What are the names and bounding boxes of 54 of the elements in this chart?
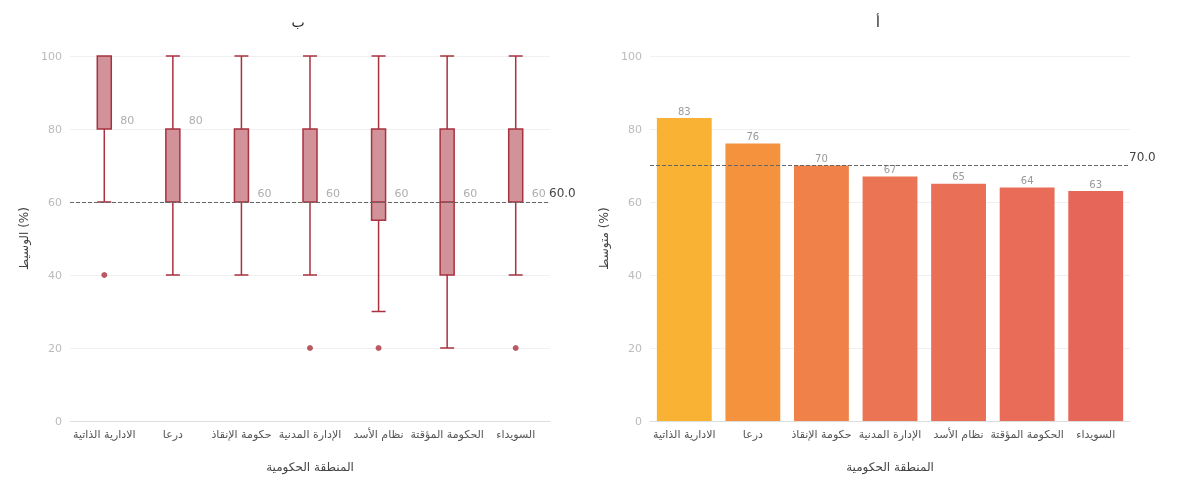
y-axis-title: متوسط (%) <box>597 207 613 270</box>
y-tick-label: 100 <box>621 49 642 63</box>
annotation: 80 <box>120 113 135 127</box>
x-tick-label: السويداء <box>496 428 536 441</box>
annotation: 60 <box>326 186 340 200</box>
x-tick-label: الادارية الذاتية <box>73 428 136 441</box>
bar <box>725 143 781 421</box>
annotation: 60 <box>463 186 478 200</box>
x-tick-label: الحكومة المؤقتة <box>410 428 484 441</box>
x-tick-label: السويداء <box>1076 428 1116 441</box>
y-tick-label: 60 <box>628 195 642 209</box>
y-tick-label: 100 <box>41 49 62 63</box>
x-axis-title: المنطقة الحكومية <box>846 460 934 475</box>
annotation: 60 <box>257 186 272 200</box>
x-tick-label: نظام الأسد <box>353 427 404 441</box>
y-axis-title: الوسيط (%) <box>17 207 33 270</box>
y-tick-label: 60 <box>48 195 62 209</box>
data-label: 63 <box>1089 178 1103 190</box>
data-label: 83 <box>677 105 691 117</box>
data-label: 64 <box>1020 174 1034 186</box>
annotation: 80 <box>188 113 203 127</box>
bar <box>1068 191 1124 421</box>
ref-line-label: 60.0 <box>549 186 576 200</box>
bar <box>862 176 918 421</box>
chart-title: ب <box>291 14 305 30</box>
x-tick-label: الادارية الذاتية <box>653 428 716 441</box>
annotation: 60 <box>394 186 409 200</box>
ref-line-label: 70.0 <box>1129 149 1156 164</box>
y-tick-label: 0 <box>55 414 62 428</box>
y-tick-label: 20 <box>48 341 62 355</box>
y-tick-label: 0 <box>635 414 642 428</box>
x-tick-label: الحكومة المؤقتة <box>990 428 1064 441</box>
x-tick-label: حكومة الإنقاذ <box>791 428 852 441</box>
bar <box>656 118 712 421</box>
y-tick-label: 80 <box>48 122 62 136</box>
bar <box>999 187 1055 421</box>
y-tick-label: 40 <box>628 268 642 282</box>
y-tick-label: 40 <box>48 268 62 282</box>
x-tick-label: الإدارة المدنية <box>278 428 342 441</box>
data-label: 65 <box>952 171 965 183</box>
x-tick-label: الإدارة المدنية <box>858 428 922 441</box>
x-axis-title: المنطقة الحكومية <box>266 460 354 475</box>
data-label: 76 <box>746 131 760 143</box>
x-tick-label: حكومة الإنقاذ <box>211 428 272 441</box>
x-tick-label: درعا <box>162 428 184 441</box>
data-label: 70 <box>815 153 828 164</box>
annotation: 60 <box>531 186 546 200</box>
chart-title: أ <box>876 13 881 30</box>
x-tick-label: درعا <box>742 428 764 441</box>
y-tick-label: 80 <box>628 122 642 136</box>
y-tick-label: 20 <box>628 341 642 355</box>
bar <box>931 183 986 421</box>
bar <box>794 165 849 421</box>
x-tick-label: نظام الأسد <box>933 427 984 441</box>
